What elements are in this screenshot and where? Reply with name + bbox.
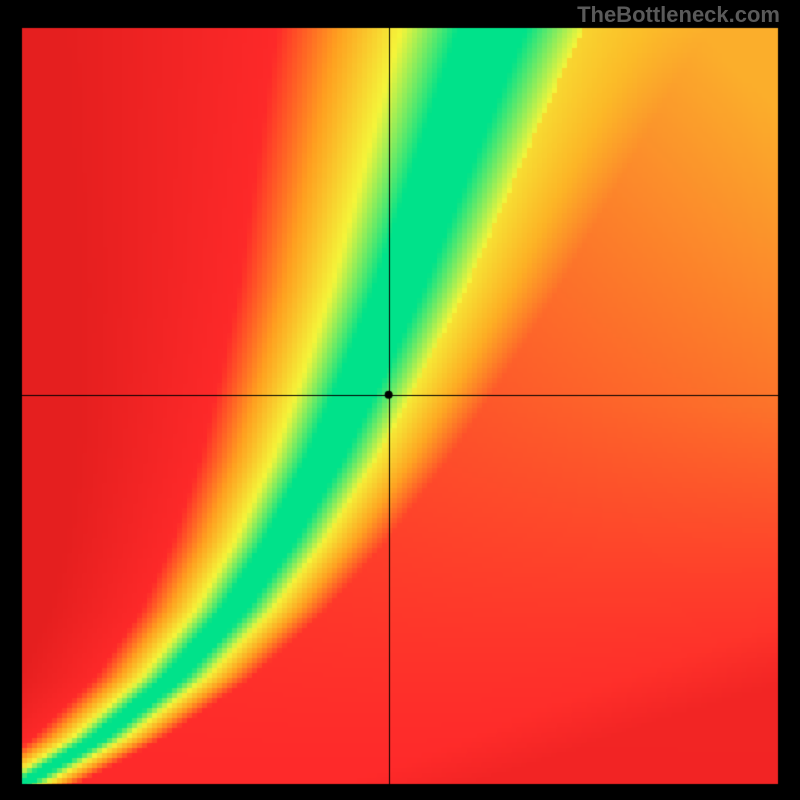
heatmap-canvas [0,0,800,800]
chart-container: TheBottleneck.com [0,0,800,800]
watermark-text: TheBottleneck.com [577,2,780,28]
